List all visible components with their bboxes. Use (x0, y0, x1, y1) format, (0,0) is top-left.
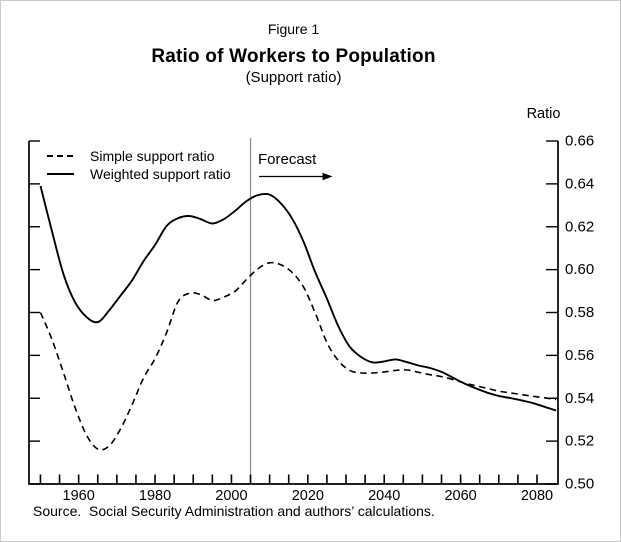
chart-legend: Simple support ratio Weighted support ra… (47, 147, 231, 183)
legend-item-weighted: Weighted support ratio (47, 165, 231, 183)
x-tick-label: 1960 (63, 488, 95, 504)
x-tick-label: 2060 (444, 488, 476, 504)
x-tick-label: 2020 (292, 488, 324, 504)
x-tick-label: 2000 (215, 488, 247, 504)
forecast-annotation: Forecast (258, 151, 317, 168)
source-note: Source. Social Security Administration a… (33, 503, 435, 519)
chart-title: Ratio of Workers to Population (151, 46, 436, 67)
series-line-simple (39, 261, 557, 451)
chart-subtitle: (Support ratio) (245, 69, 342, 86)
y-tick-label: 0.54 (565, 390, 594, 407)
y-tick-label: 0.64 (565, 175, 594, 192)
dashed-line-icon (47, 155, 74, 157)
y-tick-label: 0.50 (565, 476, 594, 493)
solid-line-icon (47, 172, 74, 176)
y-tick-label: 0.58 (565, 304, 594, 321)
x-tick-label: 2080 (521, 488, 553, 504)
y-tick-label: 0.60 (565, 261, 594, 278)
legend-label-weighted: Weighted support ratio (90, 166, 231, 182)
x-tick-label: 2040 (368, 488, 400, 504)
x-tick-label: 1980 (139, 488, 171, 504)
y-tick-label: 0.52 (565, 433, 594, 450)
series-line-weighted (39, 185, 557, 412)
y-axis-unit-label: Ratio (526, 106, 561, 122)
figure-label: Figure 1 (267, 21, 320, 37)
legend-item-simple: Simple support ratio (47, 147, 231, 165)
legend-label-simple: Simple support ratio (90, 148, 215, 164)
y-tick-label: 0.56 (565, 347, 594, 364)
y-tick-label: 0.62 (565, 218, 594, 235)
y-tick-label: 0.66 (565, 133, 594, 150)
forecast-arrow-head-icon (322, 172, 333, 181)
